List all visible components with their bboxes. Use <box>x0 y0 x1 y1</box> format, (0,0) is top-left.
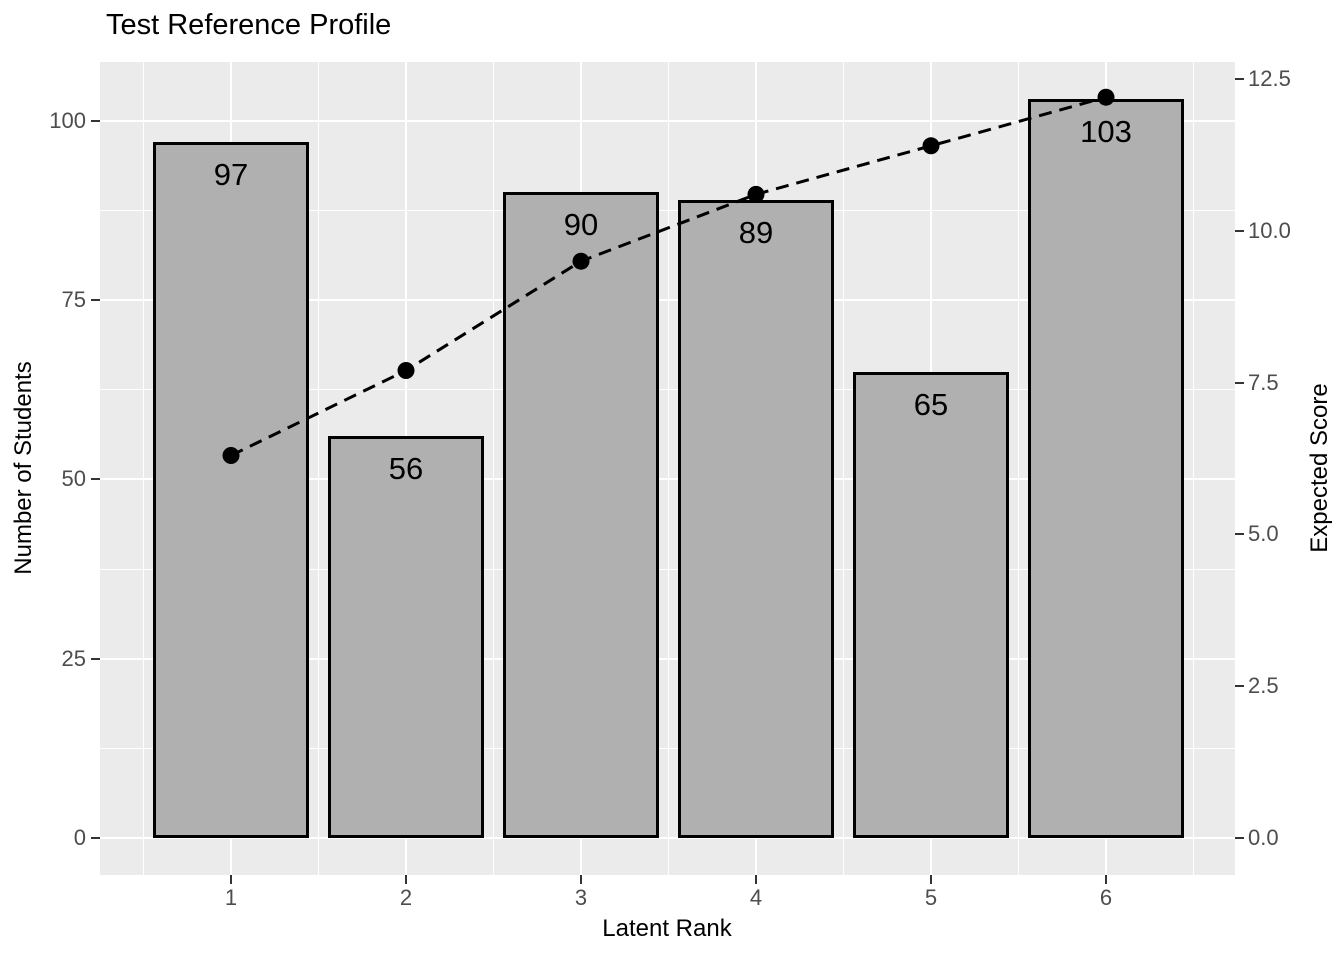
y-axis-right-tick-mark <box>1235 685 1244 688</box>
y-axis-left-tick-label: 25 <box>61 645 86 671</box>
bar-rank-5 <box>853 371 1009 838</box>
bar-rank-2 <box>328 436 484 838</box>
gridline-v-minor <box>1193 62 1194 875</box>
y-axis-left-tick-label: 50 <box>61 466 86 492</box>
gridline-v-minor <box>493 62 494 875</box>
y-axis-left-tick-mark <box>91 478 100 481</box>
y-axis-right-tick-mark <box>1235 381 1244 384</box>
y-axis-right-tick-mark <box>1235 229 1244 232</box>
gridline-h-major <box>100 478 1235 481</box>
gridline-h-minor <box>100 568 1235 570</box>
x-axis-tick-mark <box>930 875 932 884</box>
x-axis-tick-mark <box>580 875 582 884</box>
bar-rank-1 <box>153 142 309 838</box>
gridline-v-minor <box>668 62 669 875</box>
x-axis-tick-label: 5 <box>924 885 938 910</box>
gridline-v-minor <box>143 62 144 875</box>
gridline-h-major <box>100 657 1235 660</box>
x-axis-tick-mark <box>1105 875 1107 884</box>
y-axis-left-tick-mark <box>91 657 100 660</box>
gridline-h-minor <box>100 747 1235 749</box>
x-axis-tick-mark <box>230 875 232 884</box>
gridline-v-minor <box>1018 62 1019 875</box>
x-axis-tick-label: 6 <box>1099 885 1113 910</box>
y-axis-right-tick-mark <box>1235 837 1244 839</box>
y-axis-right-tick-mark <box>1235 78 1244 80</box>
y-axis-right-tick-label: 12.5 <box>1248 66 1291 91</box>
y-axis-right-tick-label: 10.0 <box>1248 217 1291 243</box>
y-axis-left-tick-mark <box>91 119 100 122</box>
y-axis-left-tick-mark <box>91 837 100 839</box>
bar-rank-4 <box>678 199 834 838</box>
x-axis-tick-label: 2 <box>399 885 413 910</box>
y-axis-left-tick-label: 75 <box>61 287 86 313</box>
y-axis-right-tick-label: 0.0 <box>1248 825 1279 850</box>
bar-rank-6 <box>1028 99 1184 838</box>
gridline-v-minor <box>843 62 844 875</box>
y-axis-right-tick-label: 5.0 <box>1248 521 1279 547</box>
bar-value-label: 90 <box>563 207 599 243</box>
y-axis-left-tick-mark <box>91 299 100 302</box>
x-axis-tick-mark <box>405 875 407 884</box>
y-axis-left-tick-label: 0 <box>73 825 86 850</box>
x-axis-tick-label: 1 <box>224 885 238 910</box>
x-axis-title: Latent Rank <box>602 915 732 942</box>
bar-rank-3 <box>503 192 659 838</box>
y-axis-left-tick-label: 100 <box>49 107 86 133</box>
gridline-h-major <box>100 837 1235 839</box>
bar-value-label: 65 <box>913 386 949 422</box>
chart-title: Test Reference Profile <box>106 9 392 41</box>
bar-value-label: 56 <box>388 451 424 487</box>
x-axis-tick-label: 3 <box>574 885 588 910</box>
y-axis-right-tick-label: 7.5 <box>1248 369 1279 395</box>
bar-value-label: 89 <box>738 214 774 250</box>
bar-value-label: 97 <box>213 157 249 193</box>
x-axis-tick-mark <box>755 875 757 884</box>
x-axis-tick-label: 4 <box>749 885 763 910</box>
y-axis-right-tick-label: 2.5 <box>1248 673 1279 699</box>
y-axis-right-tick-mark <box>1235 533 1244 536</box>
gridline-v-minor <box>318 62 319 875</box>
bar-value-label: 103 <box>1080 114 1132 150</box>
plot-panel: 97 56 90 89 65 103 <box>100 62 1235 875</box>
